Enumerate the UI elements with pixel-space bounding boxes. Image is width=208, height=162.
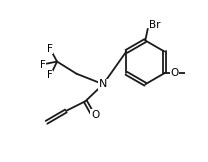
Text: O: O — [171, 68, 179, 78]
Text: Br: Br — [149, 20, 161, 30]
Text: F: F — [40, 60, 45, 70]
Text: O: O — [91, 110, 99, 120]
Text: N: N — [99, 79, 107, 89]
Text: F: F — [47, 70, 53, 80]
Text: F: F — [47, 44, 53, 54]
